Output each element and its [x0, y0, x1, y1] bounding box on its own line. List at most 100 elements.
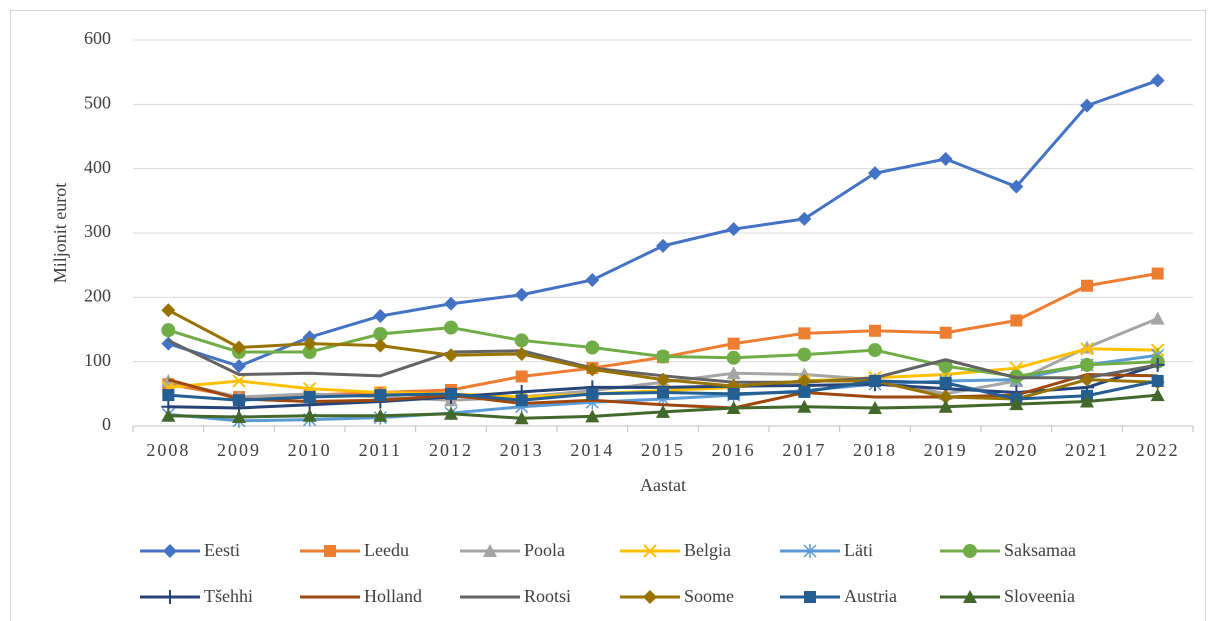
marker — [797, 399, 812, 413]
marker — [515, 394, 528, 407]
marker — [515, 370, 528, 383]
legend-label: Austria — [844, 586, 897, 606]
marker — [868, 166, 882, 181]
x-tick-label: 2012 — [429, 440, 473, 460]
series-line — [167, 79, 1159, 368]
marker — [232, 359, 246, 374]
y-tick-label: 400 — [84, 157, 111, 177]
marker — [373, 408, 388, 422]
legend-label: Tšehhi — [204, 586, 253, 606]
marker — [161, 408, 176, 422]
marker — [161, 336, 176, 351]
marker — [163, 544, 177, 558]
marker — [1150, 388, 1165, 402]
marker — [939, 326, 952, 339]
marker — [444, 348, 458, 363]
legend-label: Poola — [524, 540, 565, 560]
marker — [726, 366, 741, 380]
marker — [514, 287, 529, 302]
marker — [656, 238, 670, 253]
marker — [444, 296, 458, 311]
marker — [869, 374, 881, 387]
marker — [963, 544, 977, 558]
legend-label: Rootsi — [524, 586, 571, 606]
legend-label: Belgia — [684, 540, 731, 560]
marker — [1080, 394, 1094, 408]
marker — [1009, 179, 1024, 194]
legend-label: Leedu — [364, 540, 409, 560]
marker — [514, 346, 529, 361]
marker — [1080, 98, 1094, 113]
marker — [938, 359, 953, 374]
marker — [804, 591, 816, 603]
y-tick-label: 100 — [84, 350, 111, 370]
marker — [643, 544, 657, 558]
marker — [797, 373, 812, 388]
y-tick-label: 600 — [84, 28, 111, 48]
marker — [1010, 314, 1023, 327]
x-tick-label: 2008 — [146, 440, 190, 460]
marker — [656, 404, 670, 418]
marker — [303, 391, 316, 404]
marker — [586, 387, 599, 400]
marker — [798, 385, 811, 398]
marker — [444, 406, 458, 420]
marker — [374, 389, 387, 402]
marker — [373, 327, 388, 342]
marker — [373, 308, 388, 323]
marker — [324, 545, 336, 557]
marker — [161, 323, 176, 338]
x-tick-label: 2022 — [1136, 440, 1180, 460]
marker — [1150, 311, 1165, 325]
marker — [1080, 357, 1094, 372]
marker — [938, 390, 953, 405]
marker — [162, 389, 175, 402]
marker — [726, 350, 741, 365]
marker — [302, 408, 317, 422]
marker — [514, 411, 529, 425]
marker — [1080, 342, 1094, 356]
marker — [232, 409, 246, 423]
marker — [585, 340, 600, 355]
marker — [1009, 397, 1024, 411]
marker — [803, 544, 817, 558]
series-line — [167, 373, 1158, 410]
marker — [656, 372, 670, 387]
x-tick-label: 2019 — [924, 440, 968, 460]
marker — [727, 337, 740, 350]
x-tick-label: 2016 — [712, 440, 756, 460]
marker — [232, 340, 246, 355]
legend-label: Saksamaa — [1004, 540, 1076, 560]
marker — [656, 349, 670, 364]
marker — [302, 336, 317, 351]
marker — [797, 347, 812, 362]
x-tick-label: 2014 — [570, 440, 614, 460]
marker — [869, 324, 881, 337]
y-tick-label: 500 — [84, 92, 111, 112]
marker — [445, 387, 457, 400]
marker — [302, 345, 317, 360]
legend-label: Holland — [364, 586, 422, 606]
x-tick-label: 2010 — [288, 440, 332, 460]
legend-label: Soome — [684, 586, 734, 606]
marker — [232, 374, 246, 388]
marker — [483, 544, 497, 557]
marker — [657, 386, 669, 399]
marker — [868, 343, 882, 358]
marker — [585, 272, 600, 287]
marker — [585, 409, 600, 423]
x-tick-label: 2009 — [217, 440, 261, 460]
x-tick-label: 2011 — [359, 440, 402, 460]
marker — [1150, 73, 1165, 88]
marker — [963, 590, 977, 603]
marker — [161, 303, 176, 318]
y-tick-label: 200 — [84, 285, 111, 305]
x-tick-label: 2018 — [853, 440, 897, 460]
y-tick-label: 0 — [102, 414, 111, 434]
marker — [938, 399, 953, 413]
marker — [643, 590, 657, 604]
marker — [726, 400, 741, 414]
marker — [1151, 267, 1164, 280]
x-axis-label: Aastat — [640, 475, 686, 495]
